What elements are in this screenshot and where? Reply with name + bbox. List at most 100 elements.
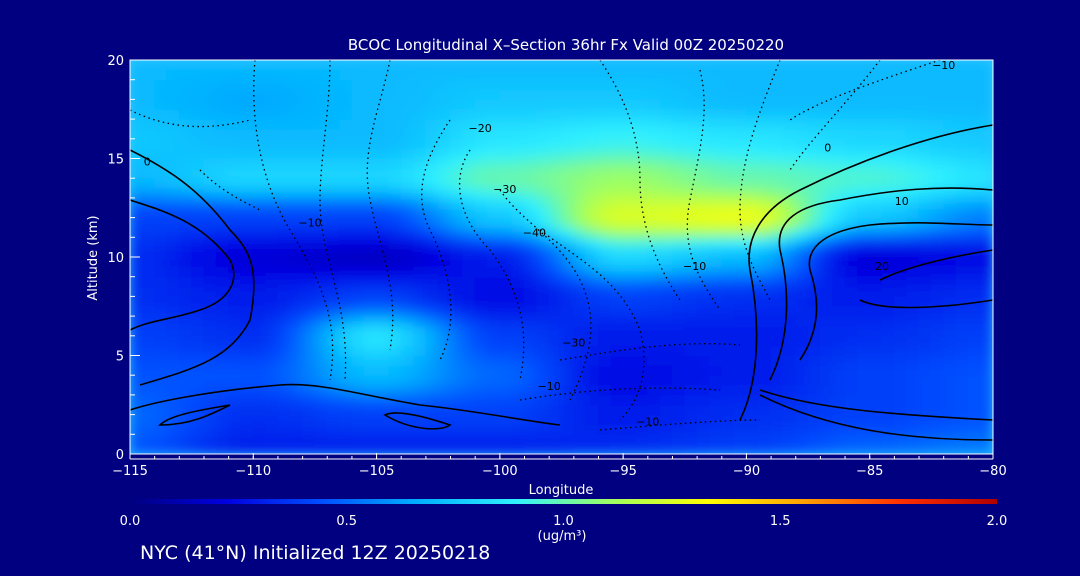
field-cell — [967, 364, 982, 376]
field-cell — [696, 404, 710, 416]
field-cell — [166, 423, 180, 435]
field-cell — [141, 345, 156, 356]
field-cell — [413, 394, 427, 406]
field-cell — [339, 325, 353, 337]
field-cell — [770, 295, 784, 307]
field-cell — [511, 236, 526, 248]
field-cell — [671, 89, 686, 100]
field-cell — [413, 207, 427, 219]
field-cell — [671, 315, 686, 327]
field-cell — [400, 98, 415, 110]
field-cell — [240, 374, 254, 386]
field-cell — [561, 79, 575, 91]
field-cell — [203, 187, 217, 199]
field-cell — [228, 207, 242, 219]
field-cell — [671, 355, 686, 366]
field-cell — [758, 256, 772, 268]
field-cell — [733, 345, 747, 356]
field-cell — [524, 433, 538, 445]
field-cell — [154, 374, 168, 386]
field-cell — [277, 60, 291, 71]
field-cell — [450, 98, 464, 110]
field-cell — [178, 98, 193, 110]
field-cell — [400, 443, 415, 454]
field-cell — [807, 138, 821, 150]
field-cell — [413, 69, 427, 81]
field-cell — [930, 118, 945, 130]
field-cell — [191, 118, 205, 130]
field-cell — [363, 226, 378, 238]
field-cell — [671, 276, 686, 288]
field-cell — [622, 236, 636, 248]
field-cell — [351, 226, 365, 238]
field-cell — [819, 138, 834, 150]
field-cell — [376, 394, 390, 406]
field-cell — [400, 295, 415, 307]
field-cell — [240, 158, 254, 169]
field-cell — [782, 177, 797, 189]
field-cell — [955, 394, 969, 406]
field-cell — [659, 89, 673, 100]
field-cell — [770, 207, 784, 219]
field-cell — [524, 236, 538, 248]
field-cell — [265, 335, 279, 347]
field-cell — [289, 325, 304, 337]
field-cell — [758, 98, 772, 110]
field-cell — [499, 423, 513, 435]
field-cell — [302, 236, 316, 248]
y-tick-label: 5 — [116, 350, 124, 365]
field-cell — [474, 364, 489, 376]
field-cell — [474, 236, 489, 248]
field-cell — [967, 118, 982, 130]
field-cell — [585, 394, 599, 406]
field-cell — [745, 315, 760, 327]
field-cell — [610, 187, 624, 199]
field-cell — [573, 207, 587, 219]
field-cell — [708, 197, 723, 209]
field-cell — [597, 197, 612, 209]
field-cell — [228, 443, 242, 454]
field-cell — [400, 423, 415, 435]
field-cell — [450, 423, 464, 435]
field-cell — [561, 443, 575, 454]
field-cell — [203, 256, 217, 268]
field-cell — [437, 197, 452, 209]
field-cell — [906, 423, 920, 435]
field-cell — [634, 355, 649, 366]
field-cell — [326, 394, 341, 406]
field-cell — [696, 355, 710, 366]
y-tick-label: 15 — [107, 153, 124, 168]
field-cell — [610, 207, 624, 219]
field-cell — [462, 345, 476, 356]
field-cell — [844, 433, 858, 445]
field-cell — [659, 345, 673, 356]
field-cell — [302, 158, 316, 169]
field-cell — [450, 79, 464, 91]
field-cell — [733, 404, 747, 416]
field-cell — [647, 177, 661, 189]
field-cell — [178, 404, 193, 416]
field-cell — [413, 433, 427, 445]
field-cell — [647, 384, 661, 396]
field-cell — [314, 345, 328, 356]
field-cell — [684, 118, 698, 130]
field-cell — [191, 404, 205, 416]
field-cell — [351, 98, 365, 110]
field-cell — [141, 118, 156, 130]
field-cell — [869, 355, 883, 366]
field-cell — [215, 355, 230, 366]
field-cell — [906, 315, 920, 327]
field-cell — [437, 325, 452, 337]
field-cell — [228, 98, 242, 110]
field-cell — [634, 226, 649, 238]
field-cell — [721, 187, 735, 199]
field-cell — [376, 128, 390, 140]
field-cell — [708, 256, 723, 268]
field-cell — [696, 128, 710, 140]
contour-label: −10 — [636, 415, 659, 428]
field-cell — [844, 197, 858, 209]
field-cell — [130, 69, 143, 81]
field-cell — [351, 167, 365, 179]
field-cell — [573, 89, 587, 100]
field-cell — [351, 158, 365, 169]
